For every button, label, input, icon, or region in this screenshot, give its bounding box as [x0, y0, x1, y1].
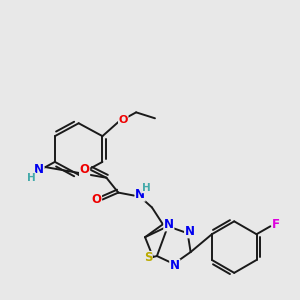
Text: F: F — [272, 218, 280, 231]
Text: S: S — [144, 251, 152, 265]
Text: N: N — [135, 188, 145, 201]
Text: N: N — [164, 218, 174, 231]
Text: O: O — [118, 115, 128, 125]
Text: O: O — [92, 193, 101, 206]
Text: H: H — [27, 173, 35, 183]
Text: N: N — [184, 225, 195, 238]
Text: H: H — [142, 183, 150, 193]
Text: N: N — [170, 260, 180, 272]
Text: O: O — [80, 163, 90, 176]
Text: N: N — [34, 163, 44, 176]
